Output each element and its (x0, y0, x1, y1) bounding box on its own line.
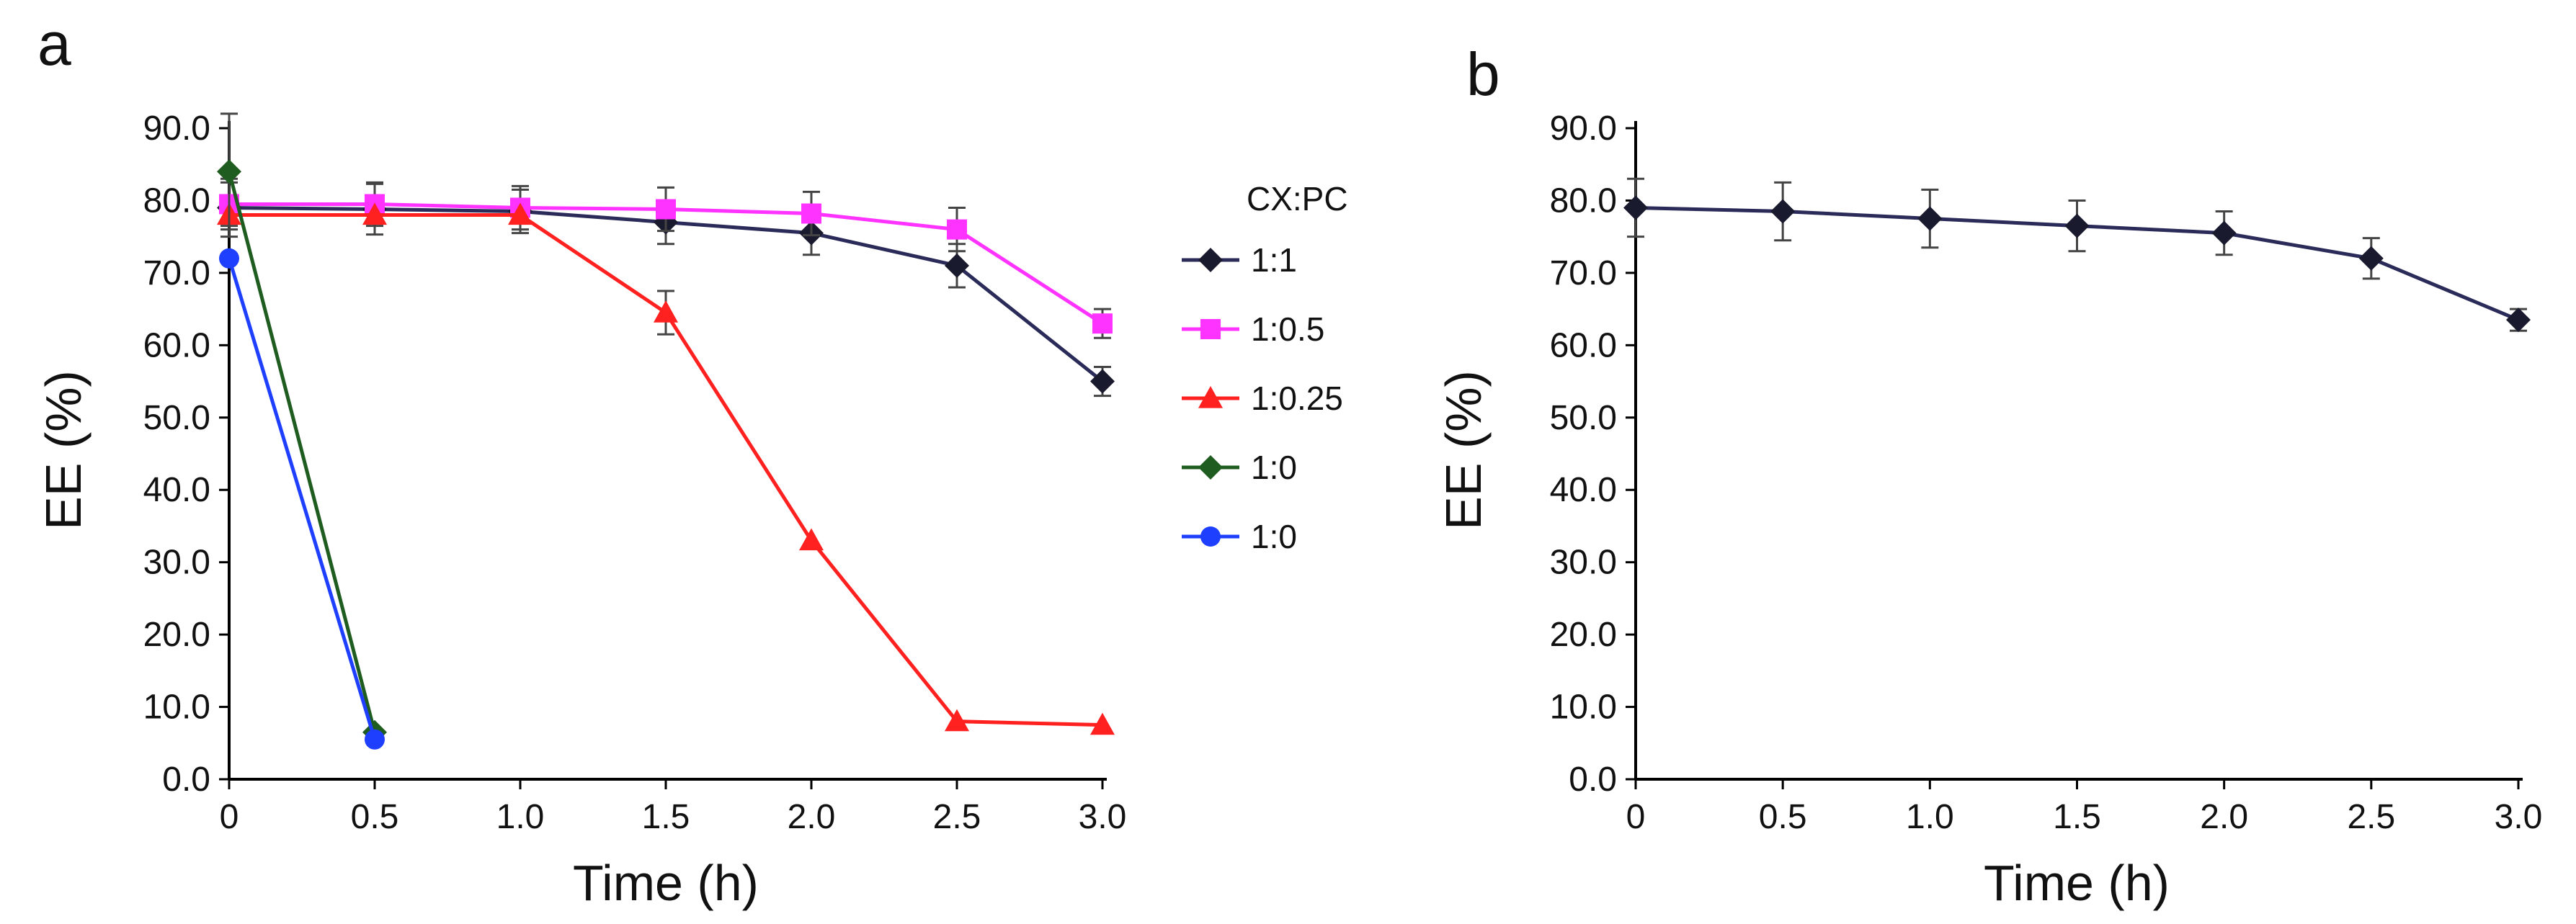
y-tick-label: 20.0 (143, 616, 210, 654)
x-tick-label: 1.0 (496, 798, 545, 836)
data-point (947, 219, 967, 240)
x-tick-label: 3.0 (2495, 798, 2543, 836)
legend-item: 1:0 (1182, 518, 1297, 555)
legend-item: 1:0 (1182, 449, 1297, 486)
data-point (1770, 199, 1796, 224)
x-tick-label: 0 (220, 798, 239, 836)
y-tick-label: 40.0 (1550, 471, 1617, 509)
data-point (1623, 195, 1648, 220)
x-tick-label: 1.0 (1906, 798, 1954, 836)
data-point (508, 202, 532, 225)
y-tick-label: 10.0 (143, 688, 210, 727)
x-tick-label: 2.5 (933, 798, 981, 836)
y-tick-label: 70.0 (143, 254, 210, 292)
x-tick-label: 1.5 (642, 798, 690, 836)
data-point (1090, 369, 1115, 394)
legend-label: 1:1 (1251, 241, 1297, 279)
data-point (1917, 206, 1943, 231)
data-point (1092, 313, 1113, 334)
x-tick-label: 3.0 (1079, 798, 1127, 836)
legend-label: 1:0 (1251, 518, 1297, 555)
legend-swatch-marker (1198, 248, 1223, 272)
y-tick-label: 60.0 (1550, 326, 1617, 364)
x-tick-label: 1.5 (2053, 798, 2101, 836)
data-point (217, 159, 241, 184)
y-tick-label: 90.0 (143, 109, 210, 148)
data-point (2358, 246, 2384, 271)
legend-label: 1:0.5 (1251, 310, 1324, 348)
legend-label: 1:0 (1251, 449, 1297, 486)
x-tick-label: 2.0 (2200, 798, 2248, 836)
y-tick-label: 90.0 (1550, 109, 1617, 148)
y-tick-label: 80.0 (143, 181, 210, 220)
data-point (365, 729, 385, 750)
legend-title: CX:PC (1247, 180, 1348, 217)
y-tick-label: 30.0 (143, 544, 210, 582)
data-point (654, 300, 678, 323)
y-tick-label: 30.0 (1550, 544, 1617, 582)
data-point (2211, 220, 2237, 246)
y-tick-label: 0.0 (162, 761, 210, 799)
data-point (656, 199, 676, 220)
y-axis-title: EE (%) (1435, 370, 1492, 530)
panel-label: a (37, 10, 71, 78)
y-tick-label: 70.0 (1550, 254, 1617, 292)
legend-item: 1:1 (1182, 241, 1297, 279)
y-tick-label: 60.0 (143, 326, 210, 364)
x-tick-label: 0.5 (351, 798, 399, 836)
data-point (801, 203, 821, 224)
legend-label: 1:0.25 (1251, 380, 1343, 417)
data-point (945, 709, 969, 732)
series-1-0 (219, 248, 385, 750)
x-axis-title: Time (h) (1984, 855, 2170, 911)
y-tick-label: 50.0 (143, 399, 210, 437)
data-point (799, 528, 824, 551)
y-tick-label: 10.0 (1550, 688, 1617, 727)
panel-a: a 0.0 10.0 20.0 30.0 40.0 50.0 60.0 70.0 80.0 90.0… (35, 10, 1348, 911)
x-tick-label: 0.5 (1759, 798, 1807, 836)
y-tick-label: 80.0 (1550, 181, 1617, 220)
y-tick-label: 40.0 (143, 471, 210, 509)
x-tick-label: 2.5 (2347, 798, 2395, 836)
series-1-0-25 (217, 202, 1115, 735)
x-axis-title: Time (h) (573, 855, 759, 911)
data-point (2506, 308, 2531, 333)
x-tick-label: 0 (1626, 798, 1646, 836)
legend-item: 1:0.25 (1182, 380, 1343, 417)
legend-item: 1:0.5 (1182, 310, 1324, 348)
data-point (362, 202, 387, 225)
y-tick-label: 50.0 (1550, 399, 1617, 437)
data-point (945, 253, 969, 278)
y-tick-label: 20.0 (1550, 616, 1617, 654)
y-axis-title: EE (%) (35, 370, 92, 530)
y-tick-label: 0.0 (1569, 761, 1617, 799)
x-tick-label: 2.0 (788, 798, 836, 836)
panel-b: b 0.0 10.0 20.0 30.0 40.0 50.0 60.0 70.0 80.0 90.0… (1435, 40, 2542, 911)
legend-swatch-marker (1198, 386, 1223, 408)
series-EE (1623, 177, 2531, 333)
series-line (227, 171, 377, 733)
legend: CX:PC 1:1 1:0.5 1:0.25 1:0 1:0 (1182, 180, 1348, 555)
legend-swatch-marker (1200, 319, 1221, 339)
data-point (219, 248, 239, 269)
legend-swatch-marker (1198, 455, 1223, 480)
legend-swatch-marker (1200, 526, 1221, 547)
series-line (227, 258, 377, 740)
data-point (1090, 712, 1115, 735)
panel-label: b (1466, 40, 1500, 108)
data-point (2064, 213, 2090, 238)
